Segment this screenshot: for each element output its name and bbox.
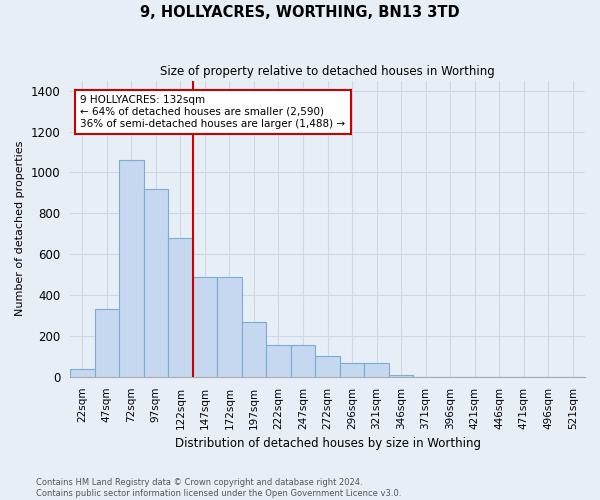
Bar: [315, 356, 340, 377]
Bar: [266, 345, 291, 377]
Title: Size of property relative to detached houses in Worthing: Size of property relative to detached ho…: [160, 65, 495, 78]
Bar: [193, 276, 217, 377]
Bar: [119, 160, 143, 377]
Bar: [340, 362, 364, 377]
Y-axis label: Number of detached properties: Number of detached properties: [15, 141, 25, 316]
Text: 9, HOLLYACRES, WORTHING, BN13 3TD: 9, HOLLYACRES, WORTHING, BN13 3TD: [140, 5, 460, 20]
Bar: [389, 375, 413, 377]
Bar: [70, 368, 95, 377]
Bar: [217, 276, 242, 377]
Text: Contains HM Land Registry data © Crown copyright and database right 2024.
Contai: Contains HM Land Registry data © Crown c…: [36, 478, 401, 498]
Bar: [291, 345, 315, 377]
Bar: [168, 238, 193, 377]
Bar: [143, 189, 168, 377]
X-axis label: Distribution of detached houses by size in Worthing: Distribution of detached houses by size …: [175, 437, 481, 450]
Bar: [364, 362, 389, 377]
Bar: [95, 310, 119, 377]
Bar: [242, 322, 266, 377]
Text: 9 HOLLYACRES: 132sqm
← 64% of detached houses are smaller (2,590)
36% of semi-de: 9 HOLLYACRES: 132sqm ← 64% of detached h…: [80, 96, 346, 128]
